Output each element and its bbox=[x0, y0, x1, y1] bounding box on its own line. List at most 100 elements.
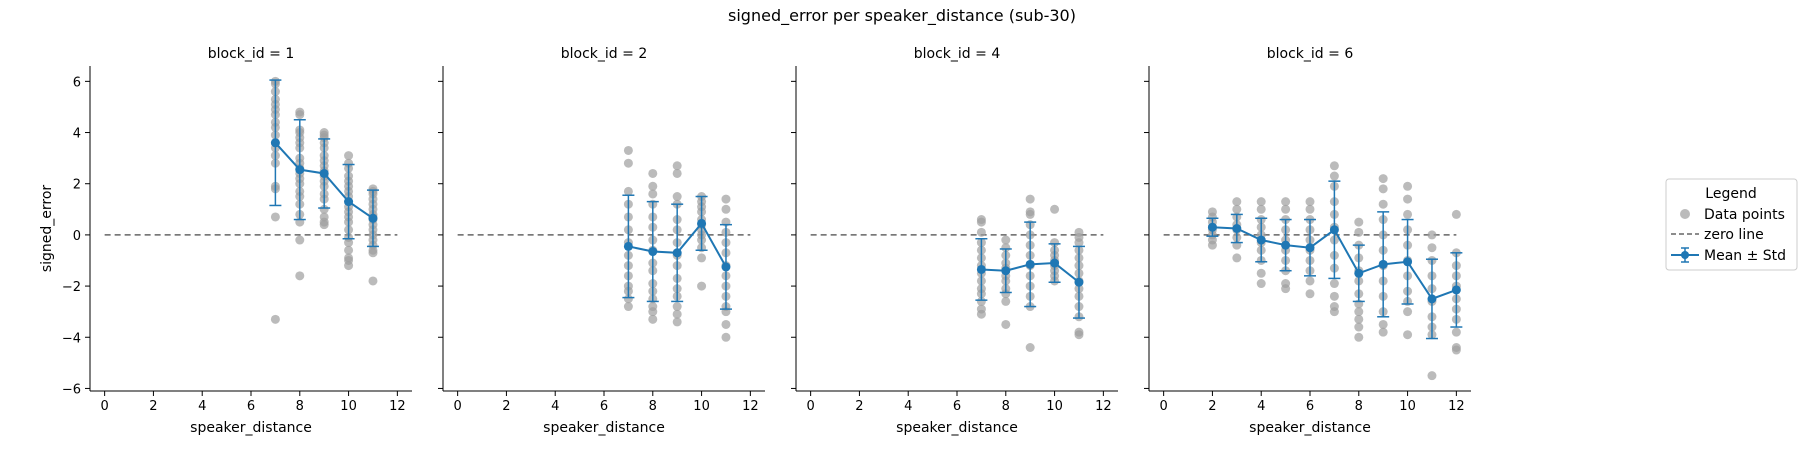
mean-point bbox=[976, 264, 986, 274]
mean-point bbox=[697, 218, 707, 228]
data-point bbox=[344, 245, 354, 255]
data-point bbox=[623, 294, 633, 304]
data-point bbox=[1305, 204, 1315, 214]
x-tick-label: 6 bbox=[600, 399, 608, 414]
mean-point bbox=[1403, 257, 1413, 267]
data-point bbox=[721, 204, 731, 214]
data-point bbox=[1232, 197, 1242, 207]
data-point bbox=[295, 235, 305, 245]
y-tick-label: −2 bbox=[62, 280, 81, 295]
data-point bbox=[1354, 322, 1364, 332]
data-point bbox=[1354, 227, 1364, 237]
x-tick-label: 12 bbox=[389, 399, 406, 414]
mean-point bbox=[368, 213, 378, 223]
y-tick-label: −6 bbox=[62, 382, 81, 397]
x-tick-label: 0 bbox=[1159, 399, 1167, 414]
data-point bbox=[1403, 209, 1413, 219]
x-tick-label: 12 bbox=[742, 399, 759, 414]
data-point bbox=[721, 194, 731, 204]
mean-point bbox=[1232, 224, 1242, 233]
data-point bbox=[1025, 194, 1035, 204]
panel-block-3: block_id = 4 0 2 4 6 8 10 12 speaker_distance bbox=[791, 46, 1118, 436]
x-axis-label: speaker_distance bbox=[190, 420, 312, 436]
figure-title: signed_error per speaker_distance (sub-3… bbox=[728, 6, 1076, 26]
x-tick-label: 8 bbox=[296, 399, 304, 414]
mean-point bbox=[1329, 225, 1339, 235]
y-axis-label: signed_error bbox=[39, 185, 55, 273]
data-point bbox=[1001, 243, 1011, 253]
data-point bbox=[672, 302, 682, 312]
x-tick-label: 10 bbox=[693, 399, 710, 414]
x-tick-label: 0 bbox=[100, 399, 108, 414]
mean-point bbox=[1050, 258, 1060, 268]
data-point bbox=[1354, 217, 1364, 227]
x-tick-label: 6 bbox=[1306, 399, 1314, 414]
data-point bbox=[697, 281, 707, 291]
data-point bbox=[1329, 279, 1339, 289]
x-tick-label: 2 bbox=[502, 399, 510, 414]
data-point bbox=[1378, 174, 1388, 184]
data-point bbox=[721, 332, 731, 342]
data-point bbox=[1281, 284, 1291, 294]
mean-point bbox=[319, 168, 329, 178]
data-point bbox=[1378, 199, 1388, 209]
legend-marker-points bbox=[1680, 209, 1690, 219]
data-point bbox=[1001, 235, 1011, 245]
panel-block-4: block_id = 6 0 2 4 6 8 10 12 speaker_distance bbox=[1144, 46, 1471, 436]
mean-point bbox=[1427, 294, 1437, 304]
mean-point bbox=[1207, 222, 1217, 232]
data-point bbox=[976, 217, 986, 227]
mean-point bbox=[672, 248, 682, 258]
x-tick-label: 8 bbox=[1002, 399, 1010, 414]
data-point bbox=[1305, 289, 1315, 299]
data-point bbox=[319, 204, 329, 214]
mean-point bbox=[1354, 268, 1364, 278]
mean-point bbox=[1256, 235, 1266, 245]
data-point bbox=[1329, 171, 1339, 181]
data-point bbox=[976, 296, 986, 306]
mean-point bbox=[1025, 259, 1035, 269]
x-tick-label: 6 bbox=[953, 399, 961, 414]
data-point bbox=[1427, 371, 1437, 381]
mean-point bbox=[1001, 266, 1011, 276]
x-tick-label: 10 bbox=[1399, 399, 1416, 414]
data-point bbox=[672, 309, 682, 319]
data-point bbox=[1256, 197, 1266, 207]
mean-point bbox=[1074, 277, 1084, 287]
data-point bbox=[368, 276, 378, 286]
data-point bbox=[1050, 204, 1060, 214]
legend-title: Legend bbox=[1705, 186, 1756, 202]
panel-title: block_id = 4 bbox=[914, 46, 1001, 62]
y-tick-label: 4 bbox=[73, 127, 81, 142]
legend-marker-mean bbox=[1671, 247, 1699, 263]
data-point bbox=[1281, 197, 1291, 207]
data-point bbox=[1001, 319, 1011, 329]
x-tick-label: 2 bbox=[1208, 399, 1216, 414]
data-point bbox=[648, 314, 658, 324]
y-tick-label: 0 bbox=[73, 229, 81, 244]
x-tick-label: 4 bbox=[1257, 399, 1265, 414]
x-tick-label: 4 bbox=[551, 399, 559, 414]
data-point bbox=[1403, 330, 1413, 340]
data-point bbox=[1074, 330, 1084, 340]
data-point bbox=[344, 238, 354, 248]
x-axis-label: speaker_distance bbox=[543, 420, 665, 436]
y-tick-label: 6 bbox=[73, 75, 81, 90]
data-point bbox=[1305, 276, 1315, 286]
mean-point bbox=[648, 247, 658, 257]
data-point bbox=[1232, 204, 1242, 214]
data-point bbox=[1378, 184, 1388, 194]
data-point bbox=[344, 151, 354, 161]
data-point bbox=[368, 248, 378, 258]
data-point bbox=[1403, 194, 1413, 204]
data-point bbox=[1256, 279, 1266, 289]
mean-point bbox=[1378, 259, 1388, 269]
data-point bbox=[1025, 209, 1035, 219]
mean-point bbox=[270, 138, 280, 148]
data-point bbox=[1050, 238, 1060, 248]
x-tick-label: 10 bbox=[1046, 399, 1063, 414]
mean-point bbox=[1451, 285, 1461, 295]
data-point bbox=[1378, 327, 1388, 337]
x-tick-label: 4 bbox=[904, 399, 912, 414]
data-point bbox=[1232, 253, 1242, 263]
